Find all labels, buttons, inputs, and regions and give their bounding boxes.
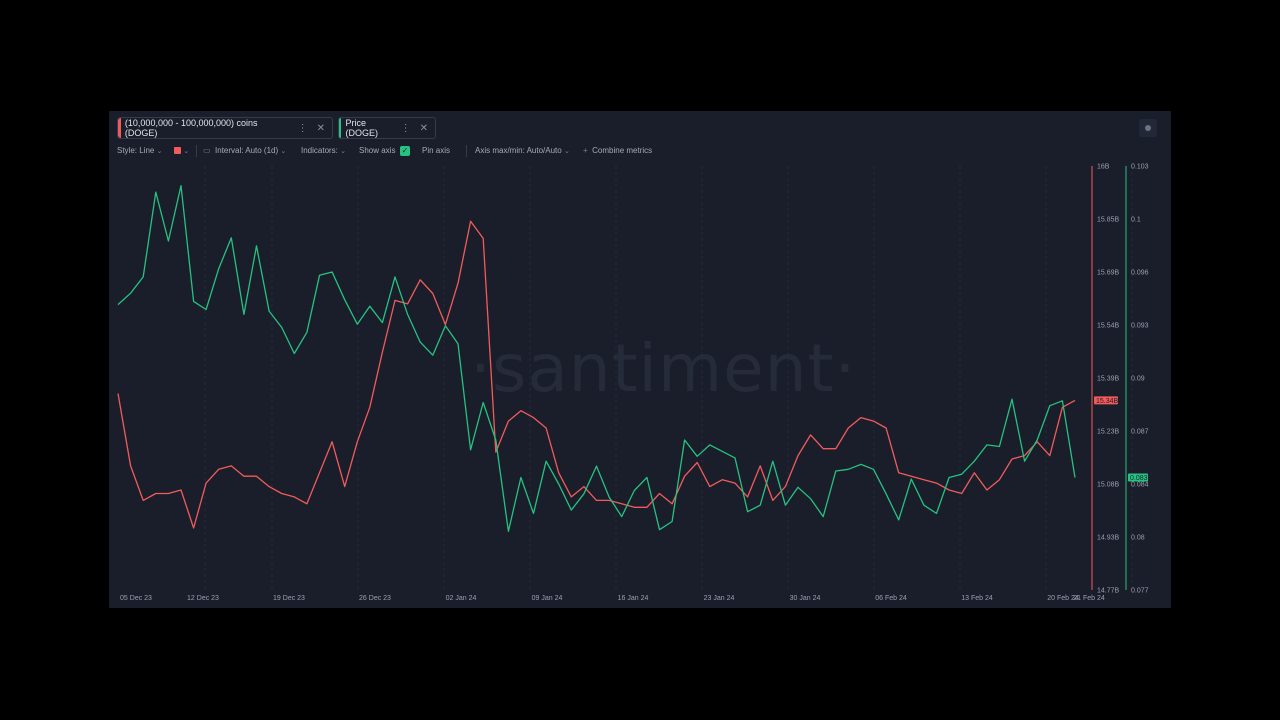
metric-chip-holders[interactable]: (10,000,000 - 100,000,000) coins (DOGE) … <box>117 117 333 139</box>
series-line-price <box>117 184 1076 532</box>
x-tick-label: 26 Dec 23 <box>359 595 391 602</box>
pin-axis-toggle[interactable]: Pin axis <box>422 146 451 155</box>
plus-icon: + <box>583 146 588 155</box>
settings-dot-button[interactable] <box>1139 119 1157 137</box>
combine-metrics-label: Combine metrics <box>592 146 653 155</box>
x-tick-label: 02 Jan 24 <box>446 595 477 602</box>
chevron-down-icon: ⌄ <box>280 148 287 155</box>
x-tick-label: 09 Jan 24 <box>532 595 563 602</box>
y-tick-label: 0.1 <box>1131 217 1141 224</box>
chevron-down-icon: ⌄ <box>563 148 570 155</box>
calendar-icon: ▭ <box>203 146 211 155</box>
interval-dropdown[interactable]: ▭ Interval: Auto (1d) ⌄ <box>203 145 286 158</box>
interval-label: Interval: Auto (1d) <box>215 146 279 155</box>
last-value-badge <box>1128 473 1148 482</box>
y-tick-label: 0.09 <box>1131 376 1145 383</box>
indicators-label: Indicators: <box>301 146 338 155</box>
y-tick-label: 15.85B <box>1097 217 1120 224</box>
y-tick-label: 0.093 <box>1131 323 1149 330</box>
color-swatch <box>174 147 181 155</box>
santiment-watermark: ·santiment· <box>470 330 857 407</box>
divider <box>466 145 467 157</box>
close-icon[interactable]: ✕ <box>316 122 325 134</box>
y-tick-label: 15.54B <box>1097 323 1120 330</box>
chevron-down-icon: ⌄ <box>156 148 163 155</box>
x-tick-label: 19 Dec 23 <box>273 595 305 602</box>
y-tick-label: 0.096 <box>1131 270 1149 277</box>
style-label: Style: Line <box>117 146 155 155</box>
chevron-down-icon: ⌄ <box>183 148 190 155</box>
metric-label: Price (DOGE) <box>345 118 378 138</box>
checkbox-checked-icon[interactable]: ✓ <box>399 145 410 156</box>
metric-chip-price[interactable]: Price (DOGE) ⋮ ✕ <box>338 117 436 139</box>
show-axis-label: Show axis <box>359 146 396 155</box>
y-tick-label: 0.077 <box>1131 588 1149 595</box>
x-tick-label: 20 Feb 24 <box>1047 595 1079 602</box>
color-picker[interactable]: ⌄ <box>174 145 189 158</box>
divider <box>196 145 197 157</box>
y-tick-label: 14.77B <box>1097 588 1120 595</box>
y-tick-label: 0.087 <box>1131 429 1149 436</box>
x-tick-label: 30 Jan 24 <box>790 595 821 602</box>
y-tick-label: 16B <box>1097 164 1110 171</box>
metric-color-stripe <box>118 118 121 138</box>
metric-label: (10,000,000 - 100,000,000) coins (DOGE) <box>124 118 258 138</box>
y-tick-label: 0.084 <box>1131 482 1149 489</box>
axis-maxmin-dropdown[interactable]: Axis max/min: Auto/Auto ⌄ <box>475 145 570 158</box>
x-tick-label: 21 Feb 24 <box>1073 595 1105 602</box>
show-axis-toggle[interactable]: Show axis ✓ <box>359 145 410 157</box>
series-line-holders <box>117 220 1076 529</box>
chevron-down-icon: ⌄ <box>340 148 347 155</box>
x-tick-label: 13 Feb 24 <box>961 595 993 602</box>
metric-color-stripe <box>339 118 342 138</box>
x-tick-label: 05 Dec 23 <box>120 595 152 602</box>
y-tick-label: 14.93B <box>1097 535 1120 542</box>
x-tick-label: 16 Jan 24 <box>618 595 649 602</box>
y-tick-label: 0.103 <box>1131 164 1149 171</box>
indicators-dropdown[interactable]: Indicators: ⌄ <box>301 145 346 158</box>
y-tick-label: 15.23B <box>1097 429 1120 436</box>
last-value-badge <box>1094 396 1118 405</box>
last-value-label: 0.083 <box>1130 475 1148 482</box>
chart-panel <box>109 111 1171 608</box>
more-options-icon[interactable]: ⋮ <box>400 122 411 134</box>
x-tick-label: 23 Jan 24 <box>704 595 735 602</box>
combine-metrics-button[interactable]: + Combine metrics <box>583 145 652 157</box>
x-tick-label: 12 Dec 23 <box>187 595 219 602</box>
x-tick-label: 06 Feb 24 <box>875 595 907 602</box>
close-icon[interactable]: ✕ <box>419 122 428 134</box>
last-value-label: 15.34B <box>1096 398 1119 405</box>
more-options-icon[interactable]: ⋮ <box>297 122 308 134</box>
y-tick-label: 15.39B <box>1097 376 1120 383</box>
y-tick-label: 0.08 <box>1131 535 1145 542</box>
y-tick-label: 15.08B <box>1097 482 1120 489</box>
style-dropdown[interactable]: Style: Line ⌄ <box>117 145 162 158</box>
y-tick-label: 15.69B <box>1097 270 1120 277</box>
axis-maxmin-label: Axis max/min: Auto/Auto <box>475 146 562 155</box>
